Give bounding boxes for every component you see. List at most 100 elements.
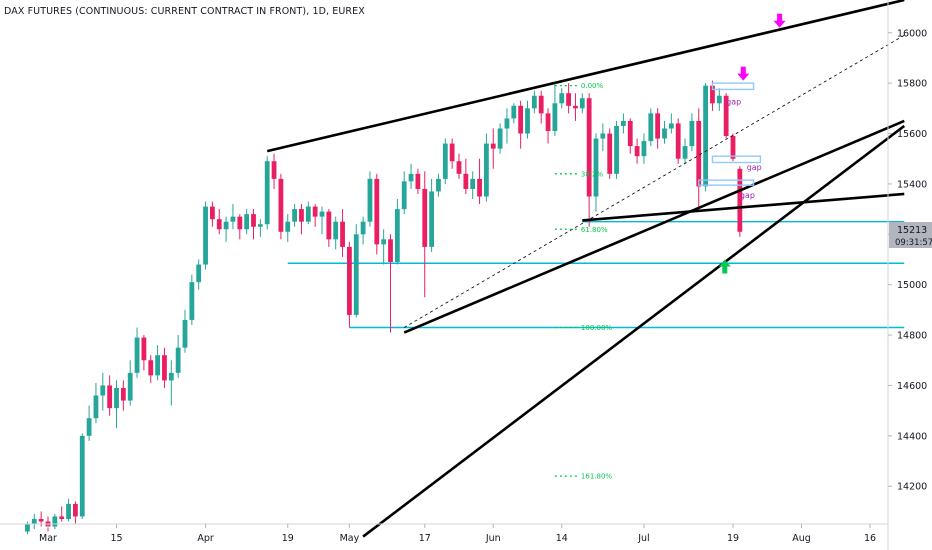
candle-body xyxy=(408,173,414,182)
candle-body xyxy=(525,108,530,134)
rising-trendline xyxy=(403,119,905,334)
candle-body xyxy=(586,98,592,197)
candle-body xyxy=(244,214,250,230)
candle-body xyxy=(319,211,325,217)
arrows-layer xyxy=(718,13,786,274)
candle-body xyxy=(189,282,195,320)
candle-body xyxy=(456,161,462,174)
candle-body xyxy=(730,136,736,159)
candle-body xyxy=(73,503,78,517)
candle-body xyxy=(216,219,222,230)
candle-body xyxy=(292,209,297,222)
candle-body xyxy=(381,239,387,245)
candle-body xyxy=(141,337,147,361)
candle-body xyxy=(436,178,441,192)
candle-body xyxy=(388,239,393,262)
candle-body xyxy=(223,221,229,230)
current-price-label: 15213 xyxy=(897,225,927,236)
candle-body xyxy=(237,216,243,230)
candle-body xyxy=(79,435,85,517)
candle-body xyxy=(374,178,380,245)
y-tick-label: 15400 xyxy=(897,179,927,190)
candle-body xyxy=(477,178,482,197)
x-tick-label: 14 xyxy=(556,533,568,544)
x-tick-label: 17 xyxy=(419,533,431,544)
candles-layer xyxy=(25,80,743,535)
candle-body xyxy=(210,206,215,220)
x-tick-label: Jul xyxy=(637,533,649,544)
candle-body xyxy=(86,418,92,436)
candle-body xyxy=(497,128,503,149)
candle-body xyxy=(347,246,352,315)
candle-body xyxy=(504,118,510,129)
candle-body xyxy=(230,216,236,222)
long-rising-trendline xyxy=(362,124,906,538)
candle-body xyxy=(100,385,106,396)
fib-dashed-trendline xyxy=(403,34,905,328)
candle-body xyxy=(264,161,270,225)
fib-level-label: 61.80% xyxy=(581,226,608,234)
candle-body xyxy=(38,518,44,522)
candle-body xyxy=(394,209,400,262)
candle-body xyxy=(134,337,140,373)
candle-body xyxy=(182,319,188,348)
countdown-label: 09:31:57 xyxy=(895,238,932,248)
horizontal-lines-layer xyxy=(287,220,905,329)
candle-body xyxy=(148,360,154,376)
gap-label: gap xyxy=(747,163,762,172)
candle-body xyxy=(634,146,640,157)
chart-title: DAX FUTURES (CONTINUOUS: CURRENT CONTRAC… xyxy=(4,6,365,17)
candle-body xyxy=(662,128,667,139)
magenta-down-arrow xyxy=(737,66,750,81)
candle-body xyxy=(367,178,373,222)
candle-body xyxy=(127,372,133,401)
candle-body xyxy=(114,387,119,409)
candle-body xyxy=(162,355,167,381)
candle-body xyxy=(257,224,263,227)
candle-body xyxy=(353,234,359,315)
candle-body xyxy=(696,120,702,187)
candle-body xyxy=(579,98,585,109)
candle-body xyxy=(52,516,58,527)
candle-body xyxy=(552,103,558,131)
gap-label: gap xyxy=(740,191,755,200)
gap-boxes-layer: gap gap gap xyxy=(698,82,762,200)
short-trendline xyxy=(582,192,905,222)
candle-body xyxy=(614,125,619,174)
y-tick-label: 14800 xyxy=(897,331,927,342)
fib-level-label: 0.00% xyxy=(581,82,604,90)
candle-body xyxy=(120,387,126,401)
candle-body xyxy=(531,95,537,109)
candle-body xyxy=(593,138,599,197)
candle-body xyxy=(648,113,654,142)
candle-body xyxy=(203,206,208,265)
candle-body xyxy=(484,143,489,197)
candle-body xyxy=(682,146,688,159)
fib-levels-layer: 0.00% 38.2% 61.80% 100.00% 161.80% xyxy=(554,82,612,481)
candle-body xyxy=(470,178,476,189)
candle-body xyxy=(566,93,571,106)
candle-body xyxy=(168,372,174,381)
x-tick-label: May xyxy=(340,533,360,544)
x-tick-label: Mar xyxy=(39,533,57,544)
candle-body xyxy=(449,143,455,162)
candle-body xyxy=(155,355,160,376)
candle-body xyxy=(600,133,606,139)
gap-box xyxy=(698,179,755,186)
candle-body xyxy=(737,168,743,232)
candle-body xyxy=(271,161,277,179)
candle-body xyxy=(251,214,256,227)
candle-body xyxy=(31,518,37,524)
candle-body xyxy=(689,120,695,147)
x-tick-label: 16 xyxy=(864,533,876,544)
fib-level-label: 38.2% xyxy=(581,170,604,178)
y-tick-label: 16000 xyxy=(897,28,927,39)
candle-body xyxy=(326,211,332,240)
candle-body xyxy=(703,85,708,187)
y-tick-label: 14200 xyxy=(897,482,927,493)
candle-body xyxy=(621,120,626,126)
y-tick-label: 14400 xyxy=(897,431,927,442)
candle-body xyxy=(573,105,578,109)
candle-body xyxy=(66,503,71,519)
